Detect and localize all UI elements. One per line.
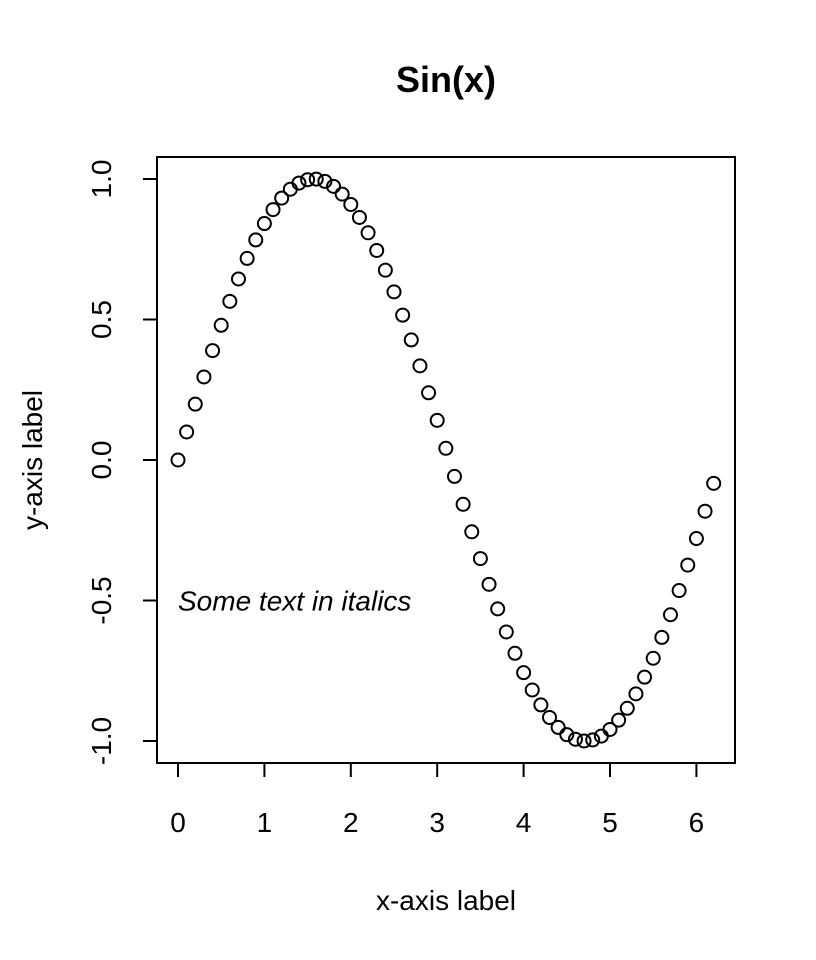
data-point [628, 686, 644, 702]
data-point [395, 307, 411, 323]
data-point [455, 496, 471, 512]
data-point [386, 284, 402, 300]
x-tick-label: 4 [516, 807, 532, 838]
data-point [688, 531, 704, 547]
data-point [170, 452, 186, 468]
y-tick-label: -0.5 [86, 576, 117, 624]
data-point [429, 412, 445, 428]
data-point [706, 475, 722, 491]
data-point [438, 440, 454, 456]
data-point [343, 196, 359, 212]
x-tick-label: 3 [429, 807, 445, 838]
annotation-text: Some text in italics [178, 586, 411, 617]
data-point [351, 209, 367, 225]
data-point [550, 719, 566, 735]
data-point [542, 709, 558, 725]
data-point [533, 697, 549, 713]
data-point [369, 242, 385, 258]
x-tick-label: 2 [343, 807, 359, 838]
data-point [559, 727, 575, 743]
data-point [421, 385, 437, 401]
data-point [248, 232, 264, 248]
data-point [334, 186, 350, 202]
data-point [585, 732, 601, 748]
data-point [619, 700, 635, 716]
data-point [360, 225, 376, 241]
data-point [230, 271, 246, 287]
y-tick-label: 0.5 [86, 300, 117, 339]
data-point [196, 369, 212, 385]
data-point [680, 557, 696, 573]
data-point [300, 172, 316, 188]
chart-title: Sin(x) [396, 59, 496, 100]
data-point [179, 424, 195, 440]
data-point [472, 551, 488, 567]
x-axis: 0 1 2 3 4 5 6 [170, 762, 705, 838]
data-point [481, 576, 497, 592]
data-point [671, 583, 687, 599]
y-axis-label: y-axis label [17, 390, 48, 530]
data-point [308, 171, 324, 187]
data-point [403, 332, 419, 348]
data-point [187, 396, 203, 412]
x-tick-label: 6 [689, 807, 705, 838]
data-point [256, 216, 272, 232]
data-point [697, 503, 713, 519]
data-point [654, 629, 670, 645]
data-point [205, 343, 221, 359]
data-point [611, 712, 627, 728]
data-point [213, 317, 229, 333]
y-axis: -1.0 -0.5 0.0 0.5 1.0 [86, 160, 158, 765]
data-point [377, 262, 393, 278]
data-point [490, 601, 506, 617]
data-point [446, 468, 462, 484]
y-tick-label: 0.0 [86, 441, 117, 480]
data-point [524, 682, 540, 698]
data-point [576, 733, 592, 749]
data-point [222, 293, 238, 309]
data-point [239, 250, 255, 266]
data-point [317, 173, 333, 189]
data-point [326, 178, 342, 194]
data-point [291, 175, 307, 191]
data-point [464, 524, 480, 540]
y-tick-label: 1.0 [86, 160, 117, 199]
x-tick-label: 0 [170, 807, 186, 838]
data-point [498, 624, 514, 640]
data-point [645, 650, 661, 666]
data-point [412, 358, 428, 374]
x-axis-label: x-axis label [376, 885, 516, 916]
y-tick-label: -1.0 [86, 717, 117, 765]
data-point [265, 202, 281, 218]
data-point [602, 721, 618, 737]
data-point [662, 607, 678, 623]
data-point [637, 669, 653, 685]
data-point [516, 665, 532, 681]
x-tick-label: 5 [602, 807, 618, 838]
data-point [567, 731, 583, 747]
x-tick-label: 1 [257, 807, 273, 838]
data-point [274, 190, 290, 206]
data-point [507, 645, 523, 661]
data-points [170, 171, 722, 749]
